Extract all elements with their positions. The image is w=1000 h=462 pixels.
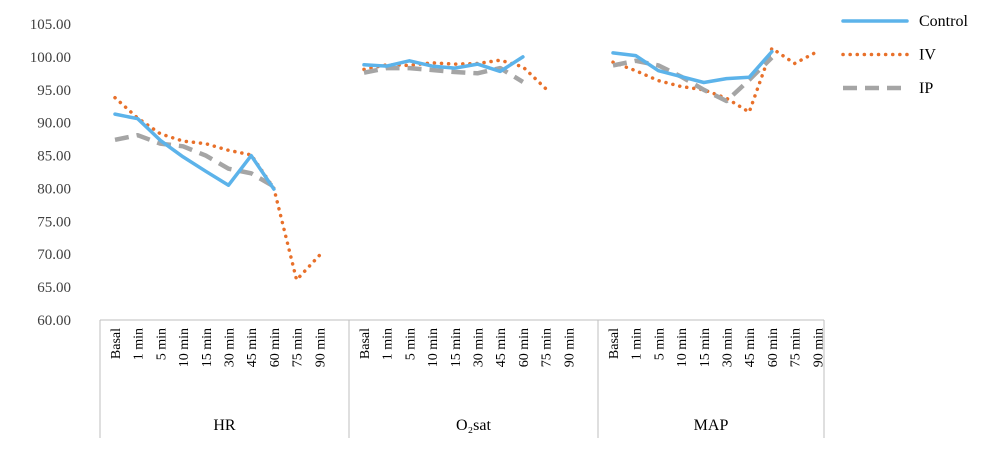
group-labels: HR O₂sat MAP [213, 417, 728, 434]
x-tick-label: 1 min [381, 328, 396, 360]
series-line-ip-0 [114, 132, 276, 189]
series-line-iv-0 [113, 95, 322, 282]
legend: Control IV IP [841, 13, 968, 97]
x-tick-label: 90 min [811, 328, 826, 367]
axis-lines [99, 319, 825, 438]
legend-label-control: Control [919, 13, 968, 30]
series-line-control-2 [611, 49, 774, 85]
x-tick-label: 45 min [494, 328, 509, 367]
x-tick-label: 75 min [540, 328, 555, 367]
series-line-control-0 [113, 112, 276, 191]
legend-label-ip: IP [919, 80, 933, 97]
x-tick-label: 15 min [200, 328, 215, 367]
x-tick-label: 5 min [154, 328, 169, 360]
x-tick-label: 75 min [789, 328, 804, 367]
y-tick-label: 75.00 [37, 214, 71, 230]
series-line-iv-2 [611, 46, 820, 114]
y-axis-ticks: 60.00 65.00 70.00 75.00 80.00 85.00 90.00 95.00… [30, 17, 71, 329]
x-tick-label: Basal [607, 328, 622, 359]
x-tick-label: 90 min [562, 328, 577, 367]
x-tick-label: 45 min [245, 328, 260, 367]
x-tick-label: 10 min [177, 328, 192, 367]
x-tick-label: 5 min [403, 328, 418, 360]
y-tick-label: 95.00 [37, 83, 71, 99]
x-tick-label: 15 min [698, 328, 713, 367]
y-tick-label: 100.00 [30, 50, 71, 66]
y-tick-label: 70.00 [37, 247, 71, 263]
series-line-iv-1 [362, 58, 548, 91]
y-tick-label: 65.00 [37, 280, 71, 296]
x-axis-ticks: Basal 1 min 5 min 10 min 15 min 30 min 45 min 6… [109, 328, 826, 367]
y-tick-label: 60.00 [37, 313, 71, 329]
x-tick-label: 30 min [223, 328, 238, 367]
group-label: HR [213, 417, 236, 434]
x-tick-label: 60 min [766, 328, 781, 367]
group-label: MAP [694, 417, 729, 434]
x-tick-label: 60 min [517, 328, 532, 367]
series-lines [113, 46, 820, 282]
series-line-ip-2 [612, 55, 774, 104]
x-tick-label: 60 min [268, 328, 283, 367]
series-line-control-1 [362, 55, 525, 74]
x-tick-label: 10 min [675, 328, 690, 367]
x-tick-label: 30 min [472, 328, 487, 367]
x-tick-label: 90 min [313, 328, 328, 367]
x-tick-label: 75 min [291, 328, 306, 367]
x-tick-label: Basal [109, 328, 124, 359]
x-tick-label: 10 min [426, 328, 441, 367]
x-tick-label: 30 min [721, 328, 736, 367]
x-tick-label: 1 min [132, 328, 147, 360]
y-tick-label: 80.00 [37, 181, 71, 197]
y-tick-label: 85.00 [37, 149, 71, 165]
x-tick-label: 15 min [449, 328, 464, 367]
x-tick-label: Basal [358, 328, 373, 359]
x-tick-label: 1 min [630, 328, 645, 360]
y-tick-label: 105.00 [30, 17, 71, 33]
y-tick-label: 90.00 [37, 116, 71, 132]
group-label: O₂sat [456, 417, 491, 434]
x-tick-label: 45 min [743, 328, 758, 367]
legend-label-iv: IV [919, 47, 936, 64]
x-tick-label: 5 min [652, 328, 667, 360]
